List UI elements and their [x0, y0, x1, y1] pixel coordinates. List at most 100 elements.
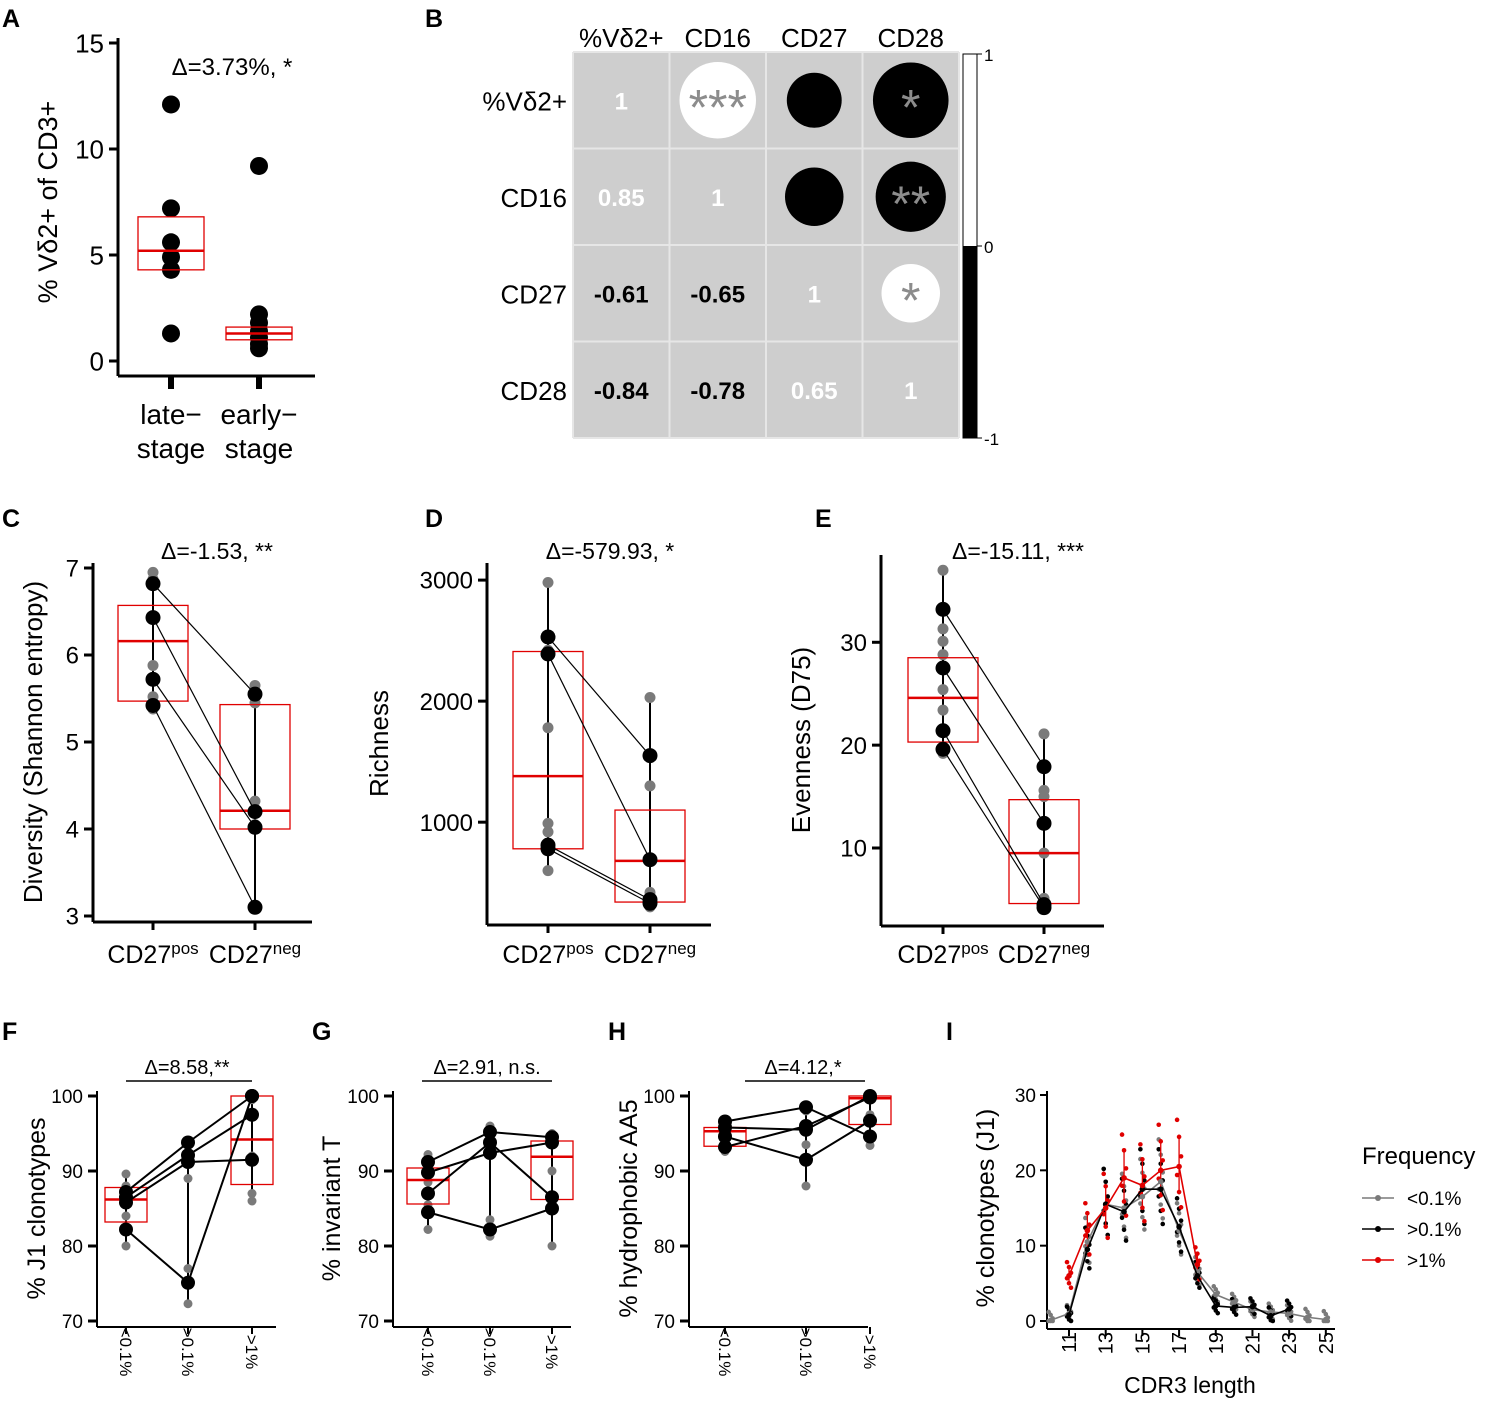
significance-label: *	[901, 79, 920, 135]
data-point	[250, 339, 268, 358]
x-tick-label: stage	[137, 433, 206, 464]
correlation-value: -0.61	[594, 281, 649, 308]
gray-point	[247, 1196, 257, 1206]
data-point	[162, 324, 180, 343]
replicate-point	[1160, 1158, 1166, 1163]
x-tick-label-neg: CD27neg	[604, 939, 696, 969]
data-point	[642, 895, 658, 911]
data-point	[642, 852, 658, 868]
x-tick-label: >0.1%	[796, 1328, 815, 1377]
significance-label: ***	[689, 79, 747, 135]
annotation: Δ=3.73%, *	[172, 54, 293, 81]
x-tick-label: stage	[225, 433, 294, 464]
pair-line	[152, 705, 256, 908]
y-axis-label: % invariant T	[318, 1136, 346, 1281]
panel-label: D	[425, 505, 443, 533]
data-point	[545, 1190, 559, 1205]
replicate-point	[1176, 1210, 1182, 1216]
gray-point	[644, 780, 656, 792]
replicate-point	[1286, 1301, 1292, 1306]
series-point	[1212, 1303, 1219, 1309]
pair-line	[942, 667, 1045, 824]
x-tick-label-pos-base: CD27	[502, 941, 566, 969]
y-tick-label: 30	[840, 630, 867, 657]
panel-label: I	[946, 1018, 953, 1046]
gray-point	[542, 722, 554, 734]
series-point	[1194, 1261, 1201, 1268]
replicate-point	[1142, 1227, 1147, 1232]
series-point	[1176, 1224, 1182, 1230]
pair-line	[152, 617, 256, 812]
replicate-point	[1176, 1134, 1182, 1140]
legend-label: <0.1%	[1407, 1189, 1462, 1210]
gray-point	[183, 1299, 193, 1309]
legend-label: >0.1%	[1407, 1220, 1462, 1241]
series-line	[724, 1095, 871, 1131]
data-point	[145, 610, 161, 626]
series-point	[1047, 1317, 1054, 1324]
replicate-point	[1119, 1171, 1125, 1177]
row-label: CD28	[501, 376, 567, 406]
colorbar-tick-label: 0	[984, 238, 993, 257]
data-point	[162, 199, 180, 218]
row-label: CD16	[501, 183, 567, 213]
y-axis-label: Evenness (D75)	[786, 647, 816, 833]
replicate-point	[1178, 1154, 1184, 1159]
series-point	[1212, 1291, 1219, 1298]
replicate-point	[1174, 1200, 1180, 1206]
x-tick-label: late−	[140, 399, 202, 430]
y-tick-label: 10	[840, 836, 867, 863]
correlation-circle	[881, 264, 940, 323]
x-axis-label: CDR3 length	[1124, 1372, 1256, 1398]
gray-point	[937, 635, 949, 647]
y-axis-label: % hydrophobic AA5	[615, 1099, 643, 1317]
correlation-circle	[786, 72, 842, 128]
box	[137, 216, 205, 271]
replicate-point	[1176, 1243, 1182, 1248]
series-point	[1323, 1316, 1329, 1323]
annotation: Δ=-579.93, *	[546, 538, 675, 564]
x-tick-label-neg-base: CD27	[209, 941, 273, 969]
significance-label: *	[901, 272, 920, 328]
correlation-circle	[875, 161, 946, 232]
replicate-point	[1250, 1299, 1255, 1304]
correlation-value: -0.65	[690, 281, 745, 308]
x-tick-label-neg-sup: neg	[1062, 939, 1090, 958]
y-tick-label: 3	[66, 904, 79, 931]
gray-point	[865, 1141, 875, 1150]
annotation: Δ=2.91, n.s.	[433, 1057, 540, 1079]
series-line	[724, 1096, 871, 1148]
annotation: Δ=-15.11, ***	[952, 538, 1084, 564]
series-point	[1084, 1239, 1091, 1245]
y-tick-label: 6	[66, 643, 79, 670]
correlation-value: 0.65	[791, 378, 838, 405]
y-axis-label: % clonotypes (J1)	[972, 1109, 1000, 1308]
replicate-point	[1083, 1200, 1088, 1206]
replicate-point	[1142, 1174, 1147, 1179]
panel-label: G	[312, 1018, 331, 1046]
correlation-value: 1	[808, 281, 821, 308]
replicate-point	[1158, 1202, 1164, 1207]
replicate-point	[1140, 1214, 1145, 1220]
replicate-point	[1121, 1224, 1127, 1229]
correlation-value: 1	[615, 88, 628, 115]
x-tick-label: 23	[1279, 1332, 1301, 1354]
x-tick-label-pos-base: CD27	[897, 941, 961, 969]
colorbar-positive	[963, 54, 977, 246]
y-tick-label: 70	[654, 1312, 675, 1333]
data-point	[145, 576, 161, 592]
replicate-point	[1138, 1146, 1143, 1152]
y-tick-label: 4	[66, 817, 79, 844]
replicate-point	[1305, 1309, 1310, 1315]
correlation-value: 1	[904, 378, 917, 405]
x-tick-label: 13	[1096, 1332, 1118, 1354]
y-tick-label: 100	[347, 1087, 379, 1108]
y-tick-label: 70	[358, 1312, 379, 1333]
data-point	[162, 248, 180, 267]
correlation-value: 1	[711, 185, 724, 212]
y-tick-label: 5	[66, 730, 79, 757]
replicate-point	[1323, 1311, 1329, 1317]
series-point	[1066, 1273, 1072, 1279]
replicate-point	[1174, 1233, 1180, 1238]
data-point	[799, 1100, 813, 1115]
